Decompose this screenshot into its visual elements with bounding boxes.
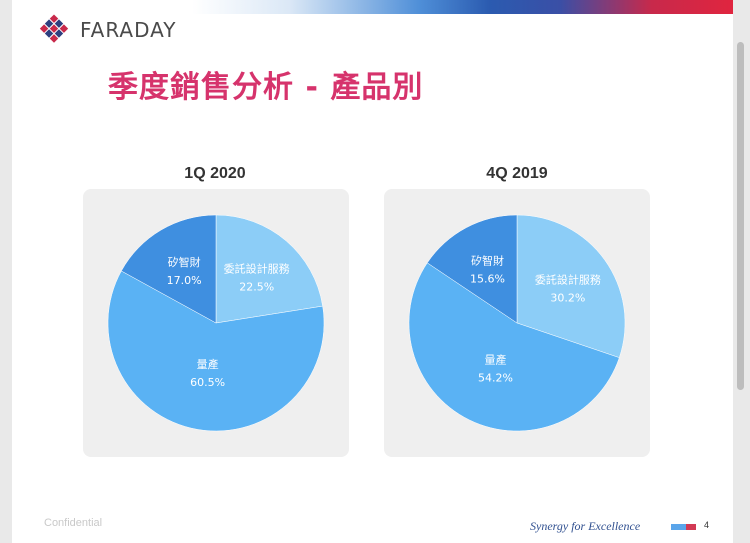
footer-color-bar [671, 524, 696, 530]
top-decorative-band [192, 0, 733, 14]
logo-text: FARADAY [80, 18, 177, 42]
slice-value-silicon-ip: 15.6% [470, 273, 505, 286]
pie-slice-silicon-ip [121, 214, 217, 324]
page-title: 季度銷售分析 - 產品別 [108, 70, 424, 105]
slice-label-consign-design: 委託設計服務 [224, 261, 290, 275]
slice-value-consign-design: 22.5% [239, 280, 274, 293]
pie-slice-silicon-ip [426, 214, 518, 324]
chart-title-4q2019: 4Q 2019 [486, 165, 548, 182]
pie-slice-volume-production [408, 262, 620, 432]
slice-value-consign-design: 30.2% [550, 292, 585, 305]
slide: FARADAY 季度銷售分析 - 產品別 1Q 2020 委託設計服務 22.5%… [12, 0, 733, 543]
slice-label-silicon-ip: 矽智財 [471, 254, 504, 268]
pie-chart-1q2020: 委託設計服務 22.5% 量產 60.5% 矽智財 17.0% [107, 214, 325, 432]
chart-panel-1q2020: 委託設計服務 22.5% 量產 60.5% 矽智財 17.0% [83, 189, 349, 457]
faraday-logo: FARADAY [34, 14, 234, 46]
pie-slice-consign-design [516, 214, 626, 358]
page-number: 4 [704, 520, 710, 530]
pie-chart-4q2019: 委託設計服務 30.2% 量產 54.2% 矽智財 15.6% [408, 214, 626, 432]
pie-slice-volume-production [107, 270, 325, 432]
logo-diamond-icon [39, 14, 69, 43]
chart-panel-4q2019: 委託設計服務 30.2% 量產 54.2% 矽智財 15.6% [384, 189, 650, 457]
slice-label-volume-production: 量產 [197, 357, 219, 371]
slogan: Synergy for Excellence [530, 519, 641, 533]
slice-label-volume-production: 量產 [484, 353, 506, 367]
confidential-label: Confidential [44, 517, 103, 529]
pie-slice-consign-design [215, 214, 323, 324]
slice-label-consign-design: 委託設計服務 [535, 273, 601, 287]
slice-value-silicon-ip: 17.0% [167, 274, 202, 287]
slice-value-volume-production: 54.2% [478, 372, 513, 385]
slice-label-silicon-ip: 矽智財 [168, 255, 201, 269]
vertical-scrollbar[interactable] [737, 42, 744, 390]
slice-value-volume-production: 60.5% [190, 376, 225, 389]
chart-title-1q2020: 1Q 2020 [184, 165, 246, 182]
